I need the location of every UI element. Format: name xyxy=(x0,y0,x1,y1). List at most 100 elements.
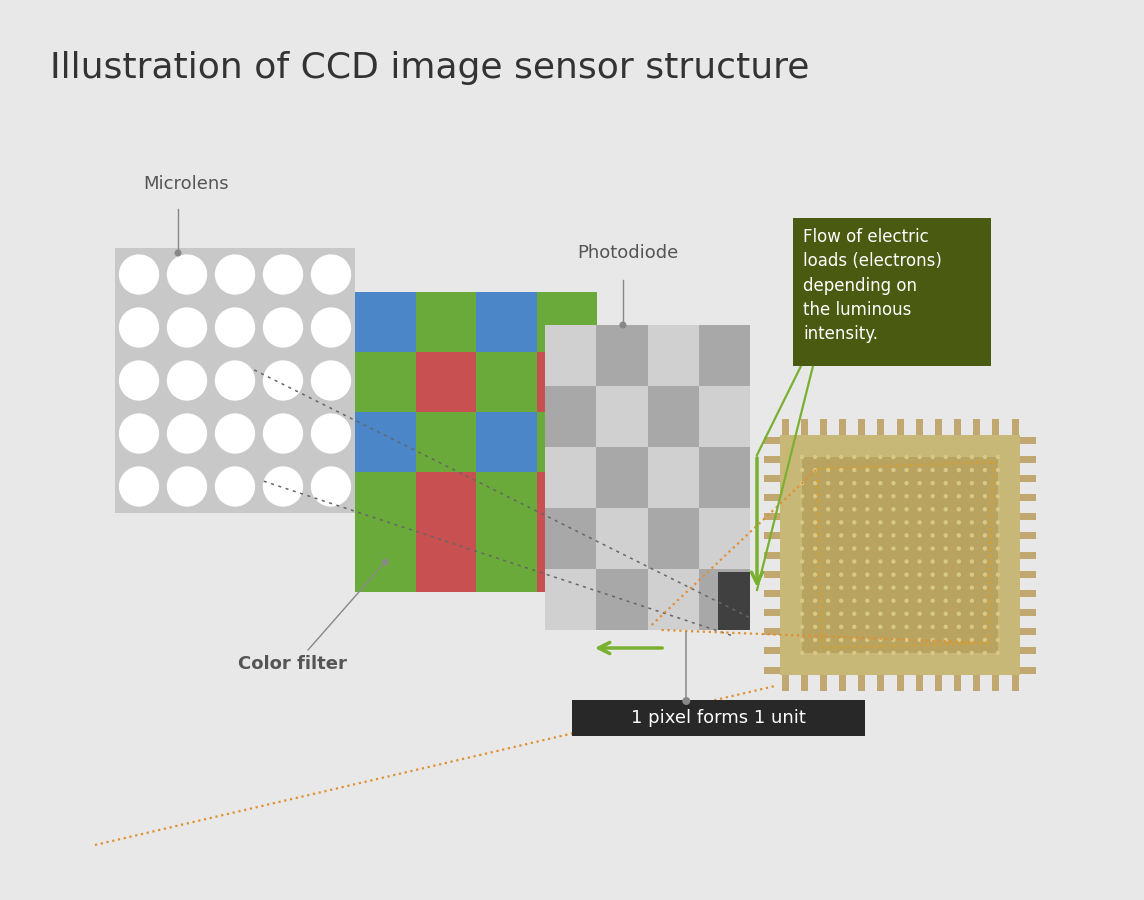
Circle shape xyxy=(839,507,843,511)
Text: 1 pixel forms 1 unit: 1 pixel forms 1 unit xyxy=(631,709,805,727)
Bar xyxy=(648,508,699,569)
Bar xyxy=(476,292,537,352)
Bar xyxy=(1020,667,1036,673)
Circle shape xyxy=(813,454,817,459)
Text: Photodiode: Photodiode xyxy=(577,244,678,262)
Circle shape xyxy=(215,307,255,347)
Circle shape xyxy=(839,612,843,616)
Circle shape xyxy=(983,572,987,577)
Circle shape xyxy=(800,625,804,629)
Bar xyxy=(537,352,597,412)
Circle shape xyxy=(956,533,961,537)
Bar xyxy=(355,352,415,412)
Circle shape xyxy=(917,468,922,472)
Circle shape xyxy=(167,466,207,507)
Circle shape xyxy=(917,625,922,629)
Bar xyxy=(858,675,865,691)
Circle shape xyxy=(119,413,159,454)
Circle shape xyxy=(839,533,843,537)
Circle shape xyxy=(983,586,987,590)
Circle shape xyxy=(865,468,869,472)
Circle shape xyxy=(865,454,869,459)
Circle shape xyxy=(970,572,974,577)
Circle shape xyxy=(891,481,896,485)
Bar xyxy=(537,532,597,592)
Circle shape xyxy=(800,638,804,642)
Circle shape xyxy=(944,494,948,499)
Circle shape xyxy=(879,612,883,616)
Circle shape xyxy=(905,572,908,577)
Bar xyxy=(648,569,699,630)
Circle shape xyxy=(382,559,389,565)
Circle shape xyxy=(956,559,961,563)
Circle shape xyxy=(891,612,896,616)
Circle shape xyxy=(865,533,869,537)
Circle shape xyxy=(215,255,255,294)
Bar xyxy=(897,419,904,435)
Circle shape xyxy=(930,520,935,525)
Circle shape xyxy=(865,494,869,499)
Circle shape xyxy=(995,586,1000,590)
Bar xyxy=(355,532,415,592)
Circle shape xyxy=(879,651,883,655)
Circle shape xyxy=(905,520,908,525)
Circle shape xyxy=(956,546,961,551)
Circle shape xyxy=(826,586,831,590)
Circle shape xyxy=(839,572,843,577)
Circle shape xyxy=(311,360,351,400)
Circle shape xyxy=(983,454,987,459)
Circle shape xyxy=(813,507,817,511)
Circle shape xyxy=(263,413,303,454)
Bar xyxy=(974,419,980,435)
Circle shape xyxy=(983,546,987,551)
Bar xyxy=(764,494,780,501)
Circle shape xyxy=(930,586,935,590)
Circle shape xyxy=(995,572,1000,577)
Circle shape xyxy=(970,546,974,551)
Bar xyxy=(858,419,865,435)
Circle shape xyxy=(839,598,843,603)
Bar xyxy=(545,386,596,447)
Circle shape xyxy=(891,598,896,603)
Bar xyxy=(764,436,780,444)
Circle shape xyxy=(813,612,817,616)
Circle shape xyxy=(983,520,987,525)
Circle shape xyxy=(813,586,817,590)
Circle shape xyxy=(956,507,961,511)
Circle shape xyxy=(917,546,922,551)
Bar xyxy=(1020,475,1036,482)
Circle shape xyxy=(905,612,908,616)
Circle shape xyxy=(970,507,974,511)
Bar xyxy=(764,571,780,578)
Circle shape xyxy=(930,638,935,642)
Bar xyxy=(1020,552,1036,559)
Circle shape xyxy=(839,559,843,563)
Circle shape xyxy=(891,468,896,472)
Circle shape xyxy=(826,546,831,551)
Circle shape xyxy=(944,572,948,577)
Circle shape xyxy=(983,481,987,485)
Bar xyxy=(415,292,476,352)
Circle shape xyxy=(944,586,948,590)
Circle shape xyxy=(826,612,831,616)
Circle shape xyxy=(800,454,804,459)
Circle shape xyxy=(813,638,817,642)
Circle shape xyxy=(970,454,974,459)
Circle shape xyxy=(263,466,303,507)
Circle shape xyxy=(995,598,1000,603)
Bar xyxy=(839,675,847,691)
Bar xyxy=(801,419,808,435)
Circle shape xyxy=(917,559,922,563)
Circle shape xyxy=(826,572,831,577)
Bar xyxy=(954,419,961,435)
Bar xyxy=(764,590,780,597)
Circle shape xyxy=(852,559,857,563)
Circle shape xyxy=(917,520,922,525)
Circle shape xyxy=(852,507,857,511)
Circle shape xyxy=(917,651,922,655)
Circle shape xyxy=(905,598,908,603)
Circle shape xyxy=(826,625,831,629)
Circle shape xyxy=(970,520,974,525)
Circle shape xyxy=(956,520,961,525)
Circle shape xyxy=(983,612,987,616)
